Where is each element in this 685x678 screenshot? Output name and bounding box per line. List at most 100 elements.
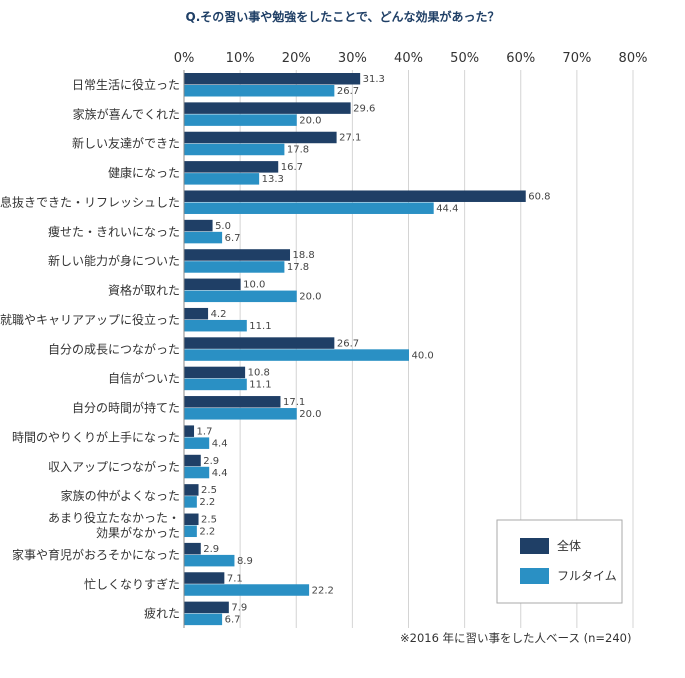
bar-fulltime [184,554,235,567]
bar-overall [184,190,526,202]
data-label: 31.3 [363,74,385,85]
data-label: 17.8 [287,145,309,156]
legend-box [496,519,623,604]
x-tick-label: 70% [562,51,591,66]
category-label: 家族の仲がよくなった [61,488,180,503]
bar-fulltime [184,496,197,508]
data-label: 6.7 [225,233,241,244]
bar-fulltime [184,525,197,538]
x-tick-label: 10% [226,51,255,66]
data-label: 20.0 [299,409,321,420]
data-label: 17.1 [283,397,305,408]
bar-overall [184,73,361,85]
bar-overall [184,425,195,437]
data-label: 16.7 [281,162,303,173]
data-label: 4.4 [212,438,228,449]
x-tick-label: 60% [506,51,535,66]
bar-fulltime [184,85,335,97]
data-label: 29.6 [353,103,375,114]
data-label: 20.0 [299,115,321,126]
category-label: 家事や育児がおろそかになった [12,547,180,562]
category-label: 自分の時間が持てた [72,400,180,415]
bar-overall [184,366,246,379]
data-label: 6.7 [225,615,241,626]
bar-fulltime [184,408,297,420]
x-tick-label: 30% [338,51,367,66]
x-tick-label: 40% [394,51,423,66]
category-label: 健康になった [108,165,180,180]
bar-overall [184,102,351,114]
bar-fulltime [184,261,285,273]
bar-fulltime [184,173,260,185]
bar-overall [184,454,201,467]
data-label: 11.1 [249,380,271,391]
category-label: 時間のやりくりが上手になった [12,429,180,444]
x-axis-ticks: 0% 10% 20% 30% 40% 50% 60% 70% 80% [174,51,648,66]
legend-label: 全体 [557,538,581,553]
chart-title: Q.その習い事や勉強をしたことで、どんな効果があった？ [185,10,500,24]
category-label: 日常生活に役立った [72,77,180,92]
bar-overall [184,337,335,349]
data-label: 18.8 [293,250,315,261]
category-label: 忙しくなりすぎた [84,577,180,591]
data-label: 2.2 [199,497,215,508]
data-label: 8.9 [237,556,253,567]
data-label: 10.0 [243,280,265,291]
bar-fulltime [184,613,223,626]
data-label: 7.1 [227,573,243,584]
x-tick-label: 0% [174,51,195,66]
category-label: 新しい能力が身についた [48,253,180,268]
data-label: 20.0 [299,292,321,303]
bar-overall [184,484,199,496]
category-label: 息抜きできた・リフレッシュした [0,194,180,209]
data-label: 7.9 [231,603,247,614]
data-label: 22.2 [312,585,334,596]
bar-overall [184,278,241,291]
bar-overall [184,249,291,261]
data-label: 26.7 [337,338,359,349]
x-tick-label: 50% [450,51,479,66]
bar-fulltime [184,349,409,361]
category-label: 新しい友達ができた [72,136,180,151]
bar-fulltime [184,466,210,479]
data-label: 26.7 [337,86,359,97]
footnote: ※2016 年に習い事をした人ベース (n=240) [400,631,632,645]
data-label: 60.8 [528,191,550,202]
bar-fulltime [184,290,297,303]
bar-fulltime [184,378,247,391]
bar-overall [184,396,281,408]
bar-overall [184,513,199,526]
bar-fulltime [184,231,223,244]
x-tick-label: 80% [619,51,648,66]
bar-overall [184,601,229,614]
category-label: 疲れた [144,606,180,621]
bar-overall [184,161,279,173]
bar-overall [184,572,225,584]
data-label: 40.0 [412,350,434,361]
category-label: 収入アップにつながった [48,459,180,474]
legend-swatch [520,568,549,584]
bar-layer: 31.3 26.7 29.6 20.0 27.1 17.8 16.713.3 60.8 44.4… [184,73,551,626]
category-label: 自分の成長につながった [48,341,180,356]
legend-swatch [520,538,549,554]
data-label: 13.3 [262,174,284,185]
category-label: 家族が喜んでくれた [73,106,180,121]
category-label: 効果がなかった [96,525,180,540]
data-label: 5.0 [215,221,231,232]
data-label: 44.4 [436,203,458,214]
bar-overall [184,307,209,320]
category-label: 資格が取れた [108,283,180,298]
data-label: 2.9 [203,544,219,555]
data-label: 10.8 [248,368,270,379]
bar-overall [184,131,337,144]
bar-fulltime [184,114,297,126]
bar-fulltime [184,437,210,449]
data-label: 2.9 [203,456,219,467]
data-label: 2.5 [201,515,217,526]
data-label: 27.1 [339,133,361,144]
data-label: 2.5 [201,485,217,496]
bar-fulltime [184,319,247,332]
bar-overall [184,219,213,232]
